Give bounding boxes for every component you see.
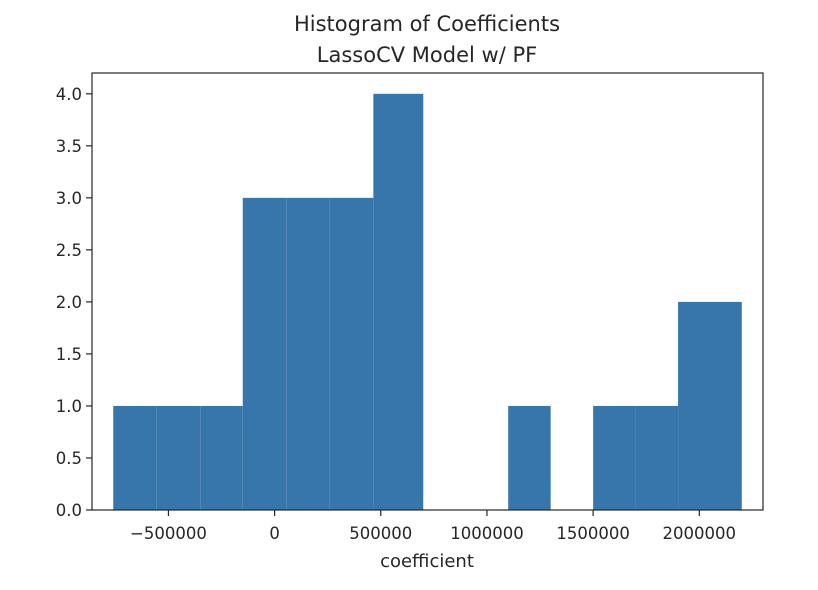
y-tick-label-4: 2.0 <box>56 293 82 312</box>
histogram-bar-9 <box>508 405 551 510</box>
x-tick-label-0: −500000 <box>130 524 207 543</box>
plot-frame <box>91 72 764 511</box>
histogram-bar-2 <box>200 405 243 510</box>
histogram-bar-11 <box>593 405 636 510</box>
y-tick-label-6: 3.0 <box>56 189 82 208</box>
y-tick-label-7: 3.5 <box>56 137 82 156</box>
chart-title: Histogram of Coefficients <box>294 12 560 36</box>
histogram-bar-13 <box>678 301 742 510</box>
histogram-bar-6 <box>373 93 424 510</box>
y-tick-label-8: 4.0 <box>56 85 82 104</box>
x-tick-label-3: 1000000 <box>450 524 524 543</box>
histogram-bar-5 <box>329 197 374 511</box>
x-tick-label-5: 2000000 <box>663 524 737 543</box>
histogram-bar-1 <box>156 405 201 510</box>
y-tick-label-3: 1.5 <box>56 345 82 364</box>
x-tick-label-4: 1500000 <box>556 524 630 543</box>
x-tick-label-2: 500000 <box>349 524 412 543</box>
x-axis: −500000 0 500000 1000000 1500000 2000000 <box>130 510 736 543</box>
histogram-bar-4 <box>286 197 330 511</box>
y-tick-label-5: 2.5 <box>56 241 82 260</box>
histogram-bar-0 <box>113 405 157 510</box>
x-tick-label-1: 0 <box>269 524 280 543</box>
x-axis-label: coefficient <box>380 551 474 572</box>
histogram-bar-3 <box>242 197 287 511</box>
y-tick-label-1: 0.5 <box>56 449 82 468</box>
chart-subtitle: LassoCV Model w/ PF <box>317 43 537 67</box>
histogram-bar-12 <box>635 405 679 510</box>
y-axis: 0.0 0.5 1.0 1.5 2.0 2.5 3.0 3.5 4.0 <box>56 85 92 520</box>
y-tick-label-2: 1.0 <box>56 397 82 416</box>
y-tick-label-0: 0.0 <box>56 501 82 520</box>
bars-group <box>113 93 742 511</box>
